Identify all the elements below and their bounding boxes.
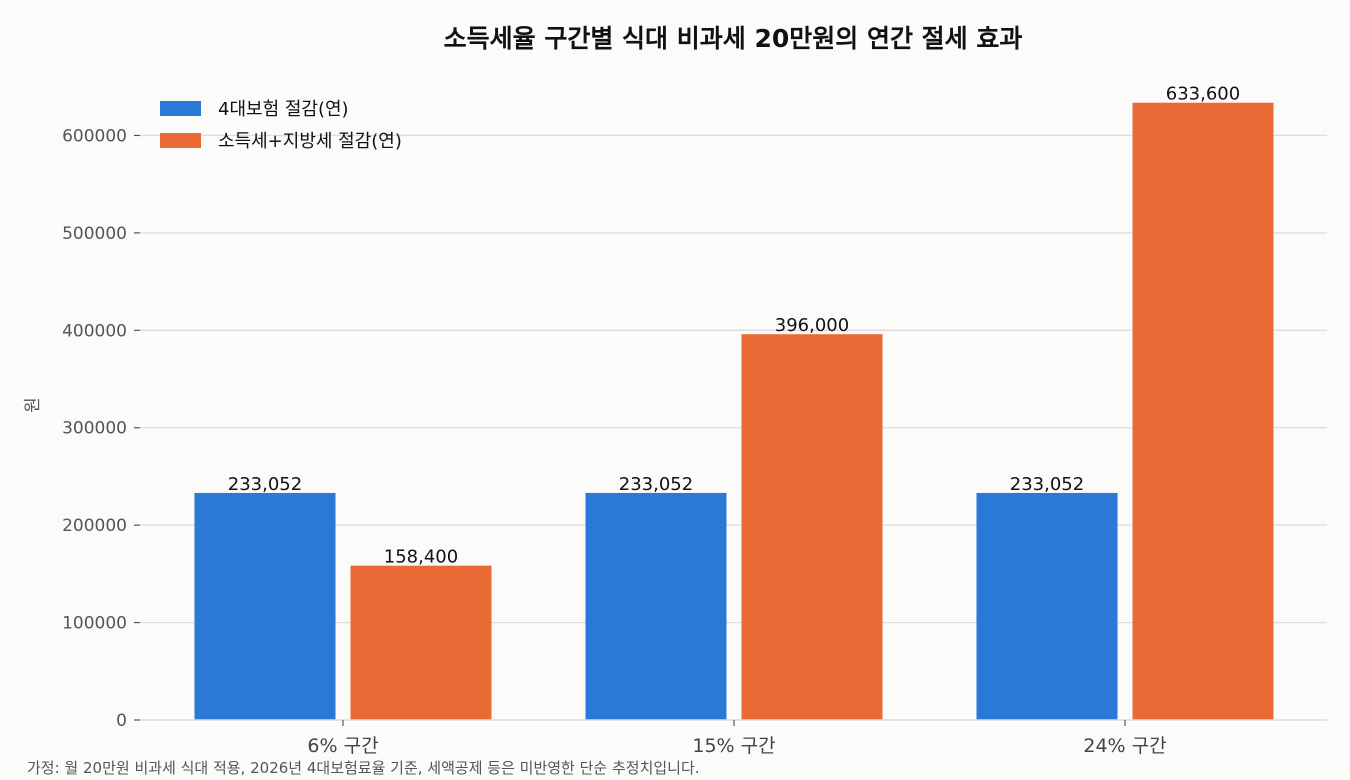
bar — [350, 565, 492, 720]
legend: 4대보험 절감(연) 소득세+지방세 절감(연) — [160, 99, 402, 152]
x-tick-label: 15% 구간 — [692, 735, 775, 757]
bar-value-label: 633,600 — [1166, 84, 1240, 105]
footnote: 가정: 월 20만원 비과세 식대 적용, 2026년 4대보험료율 기준, 세… — [27, 759, 700, 777]
bar — [585, 492, 727, 720]
bar — [1132, 102, 1274, 721]
y-tick-label: 300000 — [62, 419, 127, 439]
legend-swatch — [160, 101, 201, 116]
x-axis: 6% 구간 15% 구간 24% 구간 — [140, 719, 1327, 757]
legend-label: 4대보험 절감(연) — [218, 99, 349, 120]
legend-swatch — [160, 133, 201, 148]
bar-value-label: 233,052 — [1010, 474, 1084, 495]
bar-value-label: 233,052 — [228, 474, 302, 495]
bars: 233,052 233,052 233,052 158,400 396,000 633,6… — [194, 84, 1274, 721]
bar — [976, 492, 1118, 720]
y-tick-label: 100000 — [62, 614, 127, 634]
gridlines — [140, 134, 1327, 624]
y-tick-label: 500000 — [62, 224, 127, 244]
legend-label: 소득세+지방세 절감(연) — [218, 131, 402, 152]
x-tick-label: 6% 구간 — [307, 735, 378, 757]
y-tick-label: 600000 — [62, 126, 127, 146]
y-axis: 0 100000 200000 300000 400000 500000 600000 — [62, 126, 140, 731]
bar-value-label: 396,000 — [775, 315, 849, 336]
bar-value-label: 233,052 — [619, 474, 693, 495]
bar — [194, 492, 336, 720]
bar-value-label: 158,400 — [384, 547, 458, 568]
x-tick-label: 24% 구간 — [1083, 735, 1166, 757]
y-axis-label: 원 — [23, 397, 43, 413]
y-tick-label: 400000 — [62, 321, 127, 341]
y-tick-label: 0 — [116, 711, 127, 731]
y-tick-label: 200000 — [62, 516, 127, 536]
chart-title: 소득세율 구간별 식대 비과세 20만원의 연간 절세 효과 — [444, 24, 1023, 53]
bar — [741, 334, 883, 720]
